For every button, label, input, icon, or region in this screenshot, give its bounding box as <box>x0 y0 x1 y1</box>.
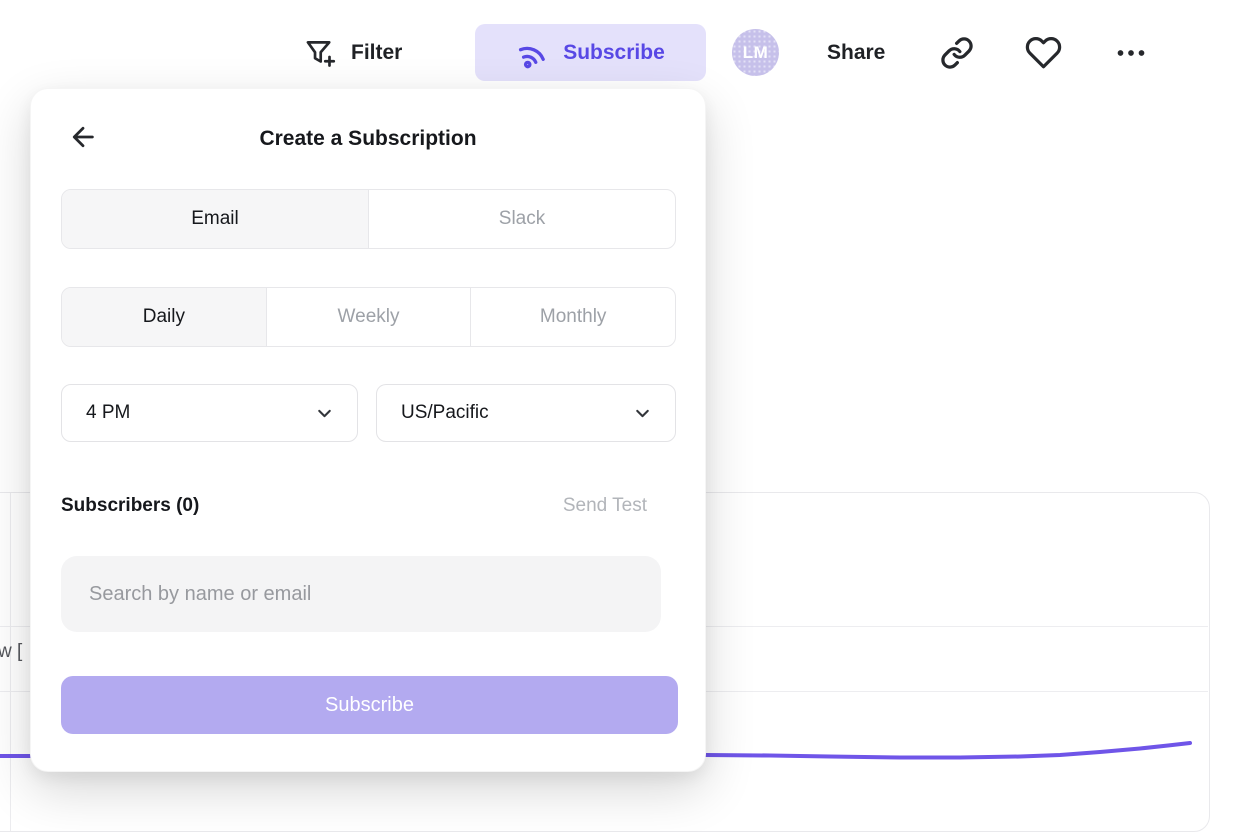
avatar-initials: LM <box>742 42 769 62</box>
chevron-down-icon <box>636 409 649 417</box>
heart-icon <box>1025 37 1061 69</box>
tab-monthly[interactable]: Monthly <box>470 288 675 346</box>
back-button[interactable] <box>61 115 105 159</box>
create-subscription-modal: Create a Subscription Email Slack Daily … <box>30 88 706 772</box>
send-test-button[interactable]: Send Test <box>562 495 647 516</box>
clipped-background-text: w [ <box>0 641 23 662</box>
chevron-down-icon <box>318 409 331 417</box>
more-menu-button[interactable] <box>1110 24 1152 81</box>
filter-button[interactable]: Filter <box>303 24 402 81</box>
tab-slack[interactable]: Slack <box>368 190 675 248</box>
subscriber-search-input[interactable] <box>61 556 661 632</box>
arrow-left-icon <box>72 126 94 148</box>
toolbar: Filter Subscribe LM Share <box>0 0 1234 104</box>
link-icon <box>941 36 973 69</box>
time-select-value: 4 PM <box>86 402 131 423</box>
ellipsis-icon <box>1117 49 1145 56</box>
tab-daily[interactable]: Daily <box>62 288 266 346</box>
modal-title: Create a Subscription <box>259 127 477 150</box>
subscribe-toolbar-button[interactable]: Subscribe <box>475 24 706 81</box>
copy-link-button[interactable] <box>936 24 978 81</box>
tab-weekly[interactable]: Weekly <box>265 288 471 346</box>
rss-icon <box>519 46 546 68</box>
share-label: Share <box>827 40 886 64</box>
tab-email[interactable]: Email <box>62 190 368 248</box>
modal-subscribe-button[interactable]: Subscribe <box>61 676 678 734</box>
avatar[interactable]: LM <box>732 29 779 76</box>
subscribe-toolbar-label: Subscribe <box>563 40 665 64</box>
channel-tab-group: Email Slack <box>61 189 676 249</box>
timezone-select[interactable]: US/Pacific <box>376 384 676 442</box>
frequency-tab-group: Daily Weekly Monthly <box>61 287 676 347</box>
share-button[interactable]: Share <box>827 24 885 81</box>
time-select[interactable]: 4 PM <box>61 384 358 442</box>
filter-label: Filter <box>351 40 403 64</box>
timezone-select-value: US/Pacific <box>401 402 489 423</box>
chart-axis-line <box>10 493 11 831</box>
filter-plus-icon <box>306 40 336 67</box>
subscribers-count-label: Subscribers (0) <box>61 495 200 516</box>
favorite-button[interactable] <box>1022 24 1064 81</box>
